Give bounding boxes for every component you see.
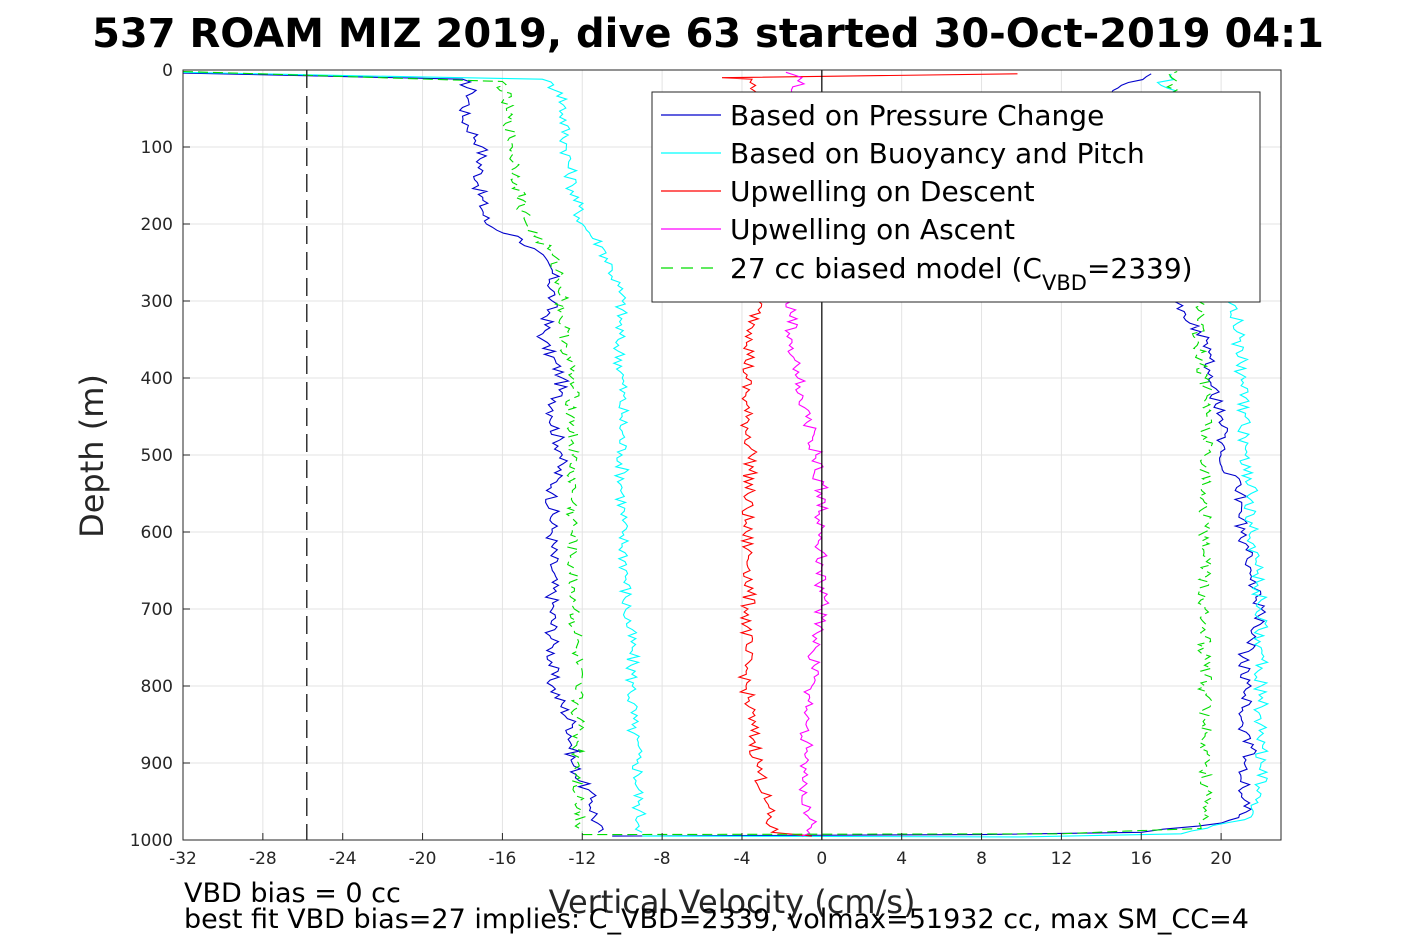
y-tick-label: 400 [141,369,173,389]
legend-label-pressure: Based on Pressure Change [730,99,1104,132]
y-tick-label: 600 [141,523,173,543]
x-tick-label: -32 [169,849,197,869]
legend-label-biased-model: 27 cc biased model (CVBD=2339) [730,252,1193,295]
x-tick-label: 4 [896,849,907,869]
legend-box [651,91,1261,303]
x-tick-label: 0 [816,849,827,869]
y-tick-label: 900 [141,754,173,774]
y-tick-label: 800 [141,677,173,697]
legend-label-biased-sub: VBD [1042,271,1087,295]
y-tick-label: 0 [162,61,173,81]
legend-label-upwelling-descent: Upwelling on Descent [730,175,1035,208]
x-tick-label: 8 [976,849,987,869]
legend-label-biased-main: 27 cc biased model (C [730,252,1042,285]
annotation-vbd-bias: VBD bias = 0 cc [184,878,401,909]
series-line-4-descent [182,70,587,833]
y-tick-label: 100 [141,138,173,158]
y-tick-label: 500 [141,446,173,466]
y-axis-ticks: 0 100 200 300 400 500 600 700 800 900 1000 [130,61,190,851]
legend-label-buoyancy: Based on Buoyancy and Pitch [730,137,1145,170]
y-tick-label: 700 [141,600,173,620]
x-tick-label: 16 [1130,849,1152,869]
x-tick-label: -4 [734,849,751,869]
series-line-1-descent [182,71,647,833]
x-tick-label: 20 [1210,849,1232,869]
series-line-0-descent [182,72,604,833]
legend-label-biased-end: =2339) [1087,252,1193,285]
x-tick-label: -28 [249,849,277,869]
x-tick-label: -8 [654,849,671,869]
chart-title: 537 ROAM MIZ 2019, dive 63 started 30-Oc… [92,11,1324,57]
x-tick-label: -20 [409,849,437,869]
y-tick-label: 200 [141,215,173,235]
y-axis-label: Depth (m) [73,374,111,538]
x-tick-label: -12 [568,849,596,869]
legend: Based on Pressure Change Based on Buoyan… [651,91,1261,303]
x-axis-label: Vertical Velocity (cm/s) [549,883,916,921]
annotation-best-fit: best fit VBD bias=27 implies: C_VBD=2339… [184,904,1249,935]
legend-label-upwelling-ascent: Upwelling on Ascent [730,213,1015,246]
y-tick-label: 300 [141,292,173,312]
x-tick-label: -16 [489,849,517,869]
x-tick-label: -24 [329,849,357,869]
x-axis-ticks: -32 -28 -24 -20 -16 -12 -8 -4 0 4 8 12 16 20 [169,833,1232,869]
x-tick-label: 12 [1051,849,1073,869]
y-tick-label: 1000 [130,831,173,851]
